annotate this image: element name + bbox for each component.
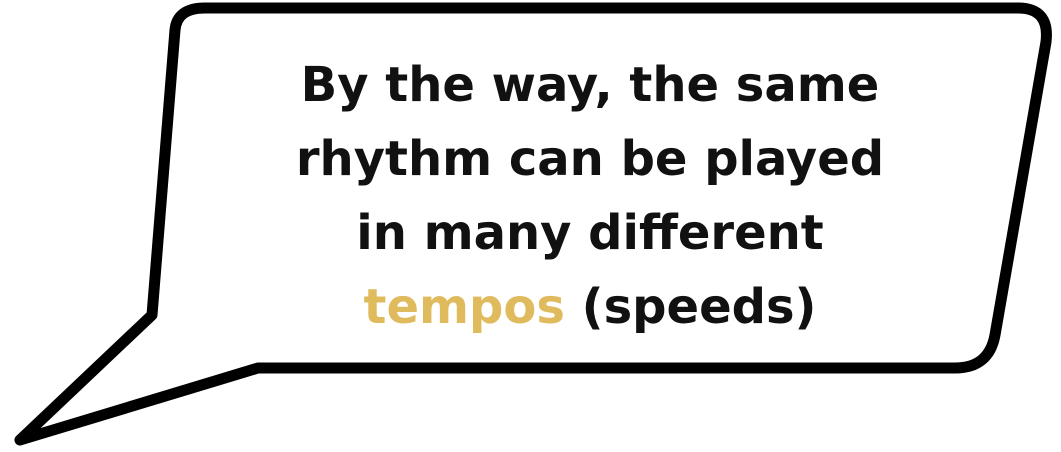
text-line-3: in many different: [356, 205, 824, 261]
highlighted-word-tempos: tempos: [363, 279, 565, 335]
speech-bubble-text: By the way, the same rhythm can be playe…: [190, 48, 990, 344]
text-line-2: rhythm can be played: [295, 131, 885, 187]
speech-bubble-outline: [14, 2, 1052, 446]
text-line-4: tempos (speeds): [190, 270, 990, 344]
text-line-1: By the way, the same: [300, 57, 880, 113]
text-speeds: (speeds): [581, 279, 817, 335]
